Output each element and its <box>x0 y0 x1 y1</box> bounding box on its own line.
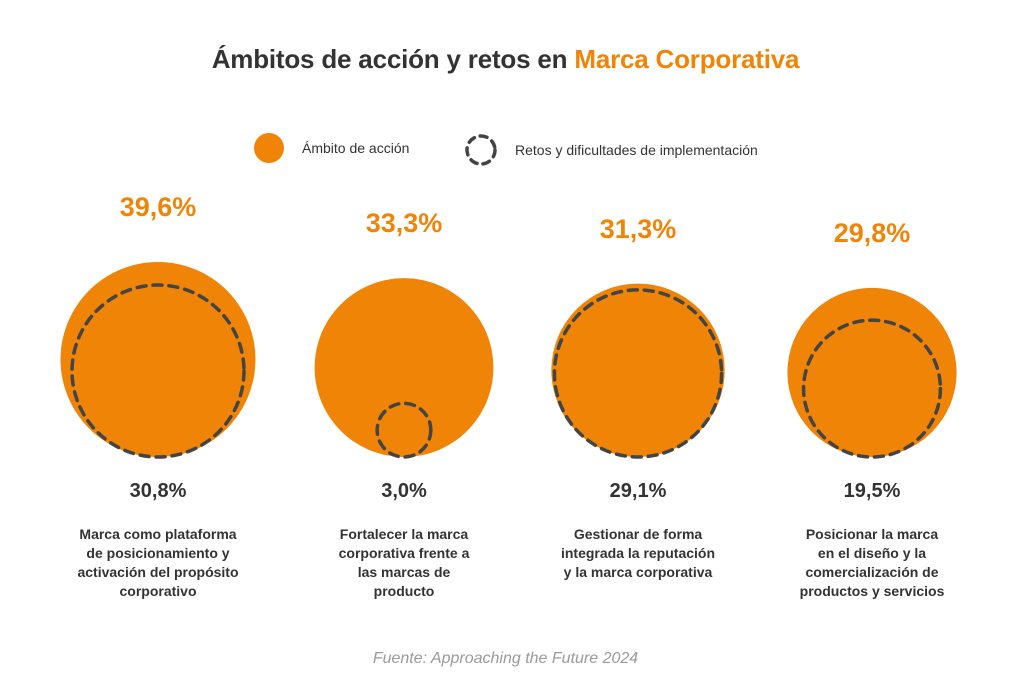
action-value-label-3: 31,3% <box>599 213 677 244</box>
challenge-bubble-4 <box>801 318 943 459</box>
category-label-line: producto <box>373 583 435 599</box>
challenge-value-label-2: 3,0% <box>381 480 427 502</box>
action-bubble-4 <box>787 287 957 457</box>
category-label-line: productos y servicios <box>799 583 945 599</box>
category-label-line: integrada la reputación <box>560 545 716 561</box>
title-prefix: Ámbitos de acción y retos en <box>211 44 575 74</box>
legend-solid-circle-icon <box>254 133 284 163</box>
challenge-bubble-3 <box>552 288 724 459</box>
category-label-line: Posicionar la marca <box>805 526 939 542</box>
category-label-line: y la marca corporativa <box>563 564 713 580</box>
action-bubble-2 <box>314 278 494 457</box>
chart-title: Ámbitos de acción y retos en Marca Corpo… <box>0 44 1011 75</box>
category-label-line: Fortalecer la marca <box>339 526 469 542</box>
category-label-4: Posicionar la marca en el diseño y la come… <box>772 525 972 601</box>
legend-dashed-circle-icon <box>465 134 497 166</box>
category-label-line: en el diseño y la <box>817 545 927 561</box>
challenge-bubble-2 <box>375 401 433 459</box>
category-label-2: Fortalecer la marca corporativa frente a l… <box>304 525 504 601</box>
category-label-line: activación del propósito <box>77 564 239 580</box>
category-label-line: de posicionamiento y <box>86 545 230 561</box>
legend-label-challenges: Retos y dificultades de implementación <box>515 142 758 158</box>
source-note: Fuente: Approaching the Future 2024 <box>372 650 639 667</box>
action-value-label-1: 39,6% <box>119 192 197 222</box>
category-label-3: Gestionar de forma integrada la reputació… <box>538 525 738 582</box>
legend-item-action: Ámbito de acción <box>254 133 409 163</box>
legend-label-action: Ámbito de acción <box>302 140 410 156</box>
action-value-label-2: 33,3% <box>365 208 443 239</box>
category-label-line: corporativa frente a <box>338 545 470 561</box>
category-label-line: corporativo <box>119 583 197 599</box>
action-bubble-3 <box>551 283 725 457</box>
category-label-line: Gestionar de forma <box>573 526 703 542</box>
legend: Ámbito de acción Retos y dificultades de… <box>0 133 1011 169</box>
category-label-line: Marca como plataforma <box>79 526 237 542</box>
action-value-label-4: 29,8% <box>833 217 911 248</box>
title-highlight: Marca Corporativa <box>574 44 800 74</box>
category-label-1: Marca como plataforma de posicionamiento … <box>58 525 258 601</box>
category-label-line: comercialización de <box>805 564 939 580</box>
challenge-value-label-4: 19,5% <box>843 480 901 502</box>
category-label-line: las marcas de <box>357 564 451 580</box>
challenge-value-label-3: 29,1% <box>609 480 667 502</box>
challenge-bubble-1 <box>70 283 246 459</box>
action-bubble-1 <box>60 262 256 457</box>
challenge-value-label-1: 30,8% <box>129 480 187 502</box>
legend-item-challenges: Retos y dificultades de implementación <box>464 133 758 167</box>
